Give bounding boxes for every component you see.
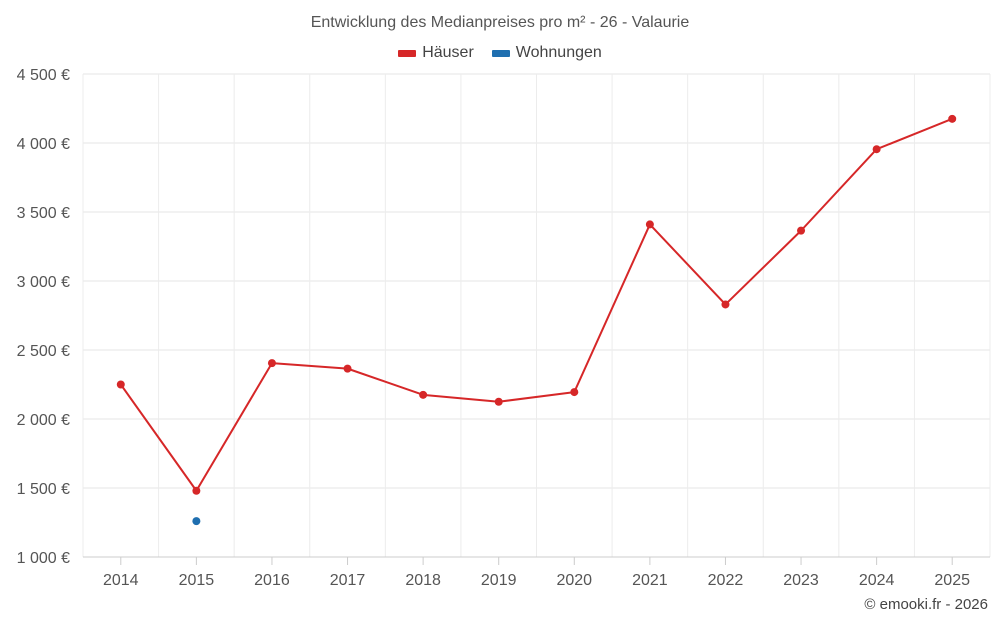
x-tick-label: 2019: [481, 572, 517, 589]
data-point-haeuser: [797, 226, 806, 235]
legend-swatch-wohnungen: [491, 49, 510, 57]
x-tick-label: 2025: [934, 572, 970, 589]
data-point-haeuser: [343, 364, 352, 373]
y-tick-label: 3 000 €: [17, 274, 70, 291]
data-point-haeuser: [494, 397, 503, 406]
x-tick-label: 2021: [632, 572, 668, 589]
legend-item-haeuser[interactable]: Häuser: [398, 44, 474, 62]
data-point-haeuser: [419, 390, 428, 399]
grid: [82, 73, 991, 557]
legend-label-haeuser: Häuser: [422, 44, 474, 61]
y-tick-label: 2 000 €: [17, 412, 70, 429]
y-tick-label: 1 500 €: [17, 481, 70, 498]
series: [116, 114, 957, 526]
y-tick-label: 3 500 €: [17, 205, 70, 222]
x-tick-label: 2015: [179, 572, 215, 589]
axes: 1 000 € 1 500 € 2 000 € 2 500 € 3 000 € 3 500…: [17, 67, 990, 589]
credit-text: © emooki.fr - 2026: [864, 596, 988, 613]
x-tick-label: 2014: [103, 572, 139, 589]
x-tick-label: 2017: [330, 572, 366, 589]
y-tick-label: 1 000 €: [17, 550, 70, 567]
legend-item-wohnungen[interactable]: Wohnungen: [491, 44, 602, 62]
legend-label-wohnungen: Wohnungen: [515, 44, 602, 61]
x-tick-label: 2024: [859, 572, 895, 589]
data-point-haeuser: [116, 380, 125, 389]
legend: Häuser Wohnungen: [0, 44, 1000, 62]
chart-title: Entwicklung des Medianpreises pro m² - 2…: [310, 14, 690, 31]
y-tick-label: 4 500 €: [17, 67, 70, 84]
series-line-haeuser: [119, 117, 953, 492]
data-point-haeuser: [948, 114, 957, 123]
data-point-haeuser: [645, 220, 654, 229]
y-tick-label: 2 500 €: [17, 343, 70, 360]
data-point-haeuser: [570, 388, 579, 397]
x-tick-label: 2023: [783, 572, 819, 589]
x-tick-label: 2022: [708, 572, 744, 589]
data-point-haeuser: [267, 359, 276, 368]
data-point-haeuser: [721, 300, 730, 309]
x-tick-label: 2018: [405, 572, 441, 589]
x-tick-label: 2016: [254, 572, 290, 589]
legend-swatch-haeuser: [398, 49, 417, 57]
x-tick-label: 2020: [556, 572, 592, 589]
data-point-haeuser: [192, 486, 201, 495]
y-tick-label: 4 000 €: [17, 136, 70, 153]
data-point-wohnungen: [192, 517, 201, 526]
data-point-haeuser: [872, 145, 881, 154]
